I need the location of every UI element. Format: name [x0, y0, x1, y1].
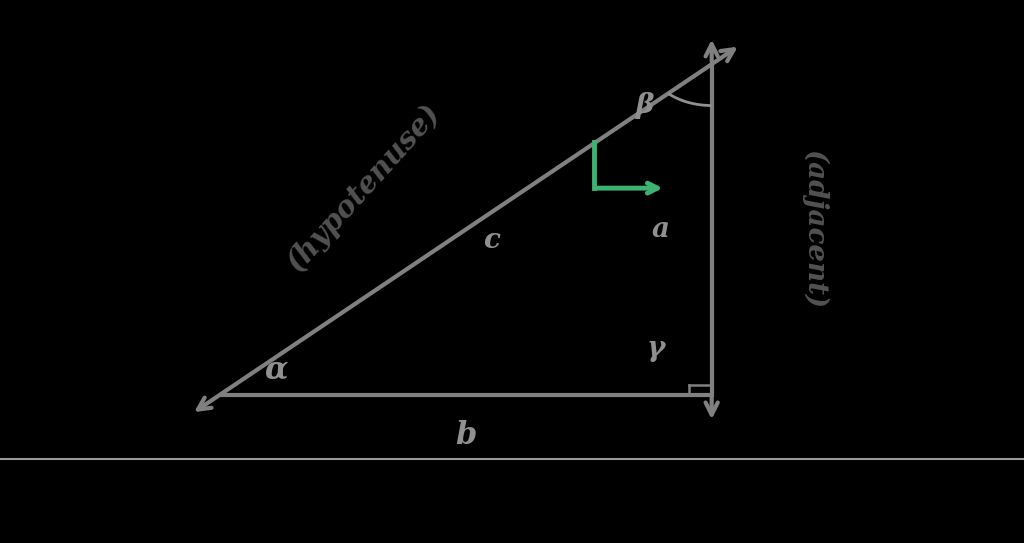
Text: α: α [265, 354, 288, 385]
Text: cosine of angle β: cosine of angle β [512, 489, 739, 513]
Text: (adjacent): (adjacent) [801, 150, 827, 309]
Text: Figure 4-4: A right triangle with sides a, b and c shows: Figure 4-4: A right triangle with sides … [0, 489, 512, 513]
Text: c: c [483, 228, 500, 254]
Text: a: a [651, 216, 670, 243]
Text: (hypotenuse): (hypotenuse) [281, 99, 446, 277]
Text: γ: γ [646, 335, 665, 362]
Text: b: b [456, 420, 476, 451]
Text: β: β [636, 92, 654, 119]
